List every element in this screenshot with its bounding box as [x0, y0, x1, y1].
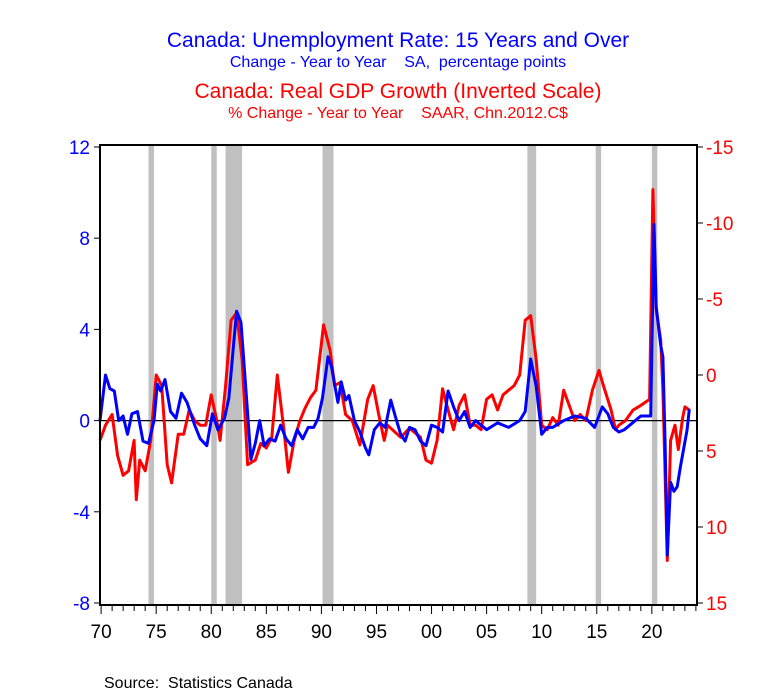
left-axis-label: 12 — [69, 138, 90, 159]
recession-band — [651, 146, 658, 604]
recession-band — [225, 146, 243, 604]
left-axis-label: 8 — [79, 229, 90, 250]
unemployment-change-line — [98, 223, 691, 557]
x-axis-label: 10 — [531, 622, 552, 643]
source-note: Source: Statistics Canada — [104, 675, 293, 692]
subtitle-gdp: % Change - Year to Year SAAR, Chn.2012.C… — [228, 105, 568, 122]
right-axis-label: 5 — [706, 442, 717, 463]
x-axis-label: 75 — [146, 622, 167, 643]
x-axis-label: 90 — [311, 622, 332, 643]
x-axis-label: 85 — [256, 622, 277, 643]
plot-frame — [99, 144, 698, 606]
x-axis-label: 70 — [91, 622, 112, 643]
recession-band — [527, 146, 537, 604]
left-axis-label: -4 — [73, 503, 90, 524]
right-axis-label: -15 — [706, 138, 733, 159]
right-axis-label: -5 — [706, 290, 723, 311]
x-axis-label: 95 — [366, 622, 387, 643]
x-axis-label: 15 — [586, 622, 607, 643]
recession-band — [211, 146, 217, 604]
x-axis-label: 80 — [201, 622, 222, 643]
x-axis-label: 05 — [476, 622, 497, 643]
title-unemployment: Canada: Unemployment Rate: 15 Years and … — [167, 29, 629, 52]
recession-band — [148, 146, 154, 604]
recession-band — [322, 146, 334, 604]
left-axis-label: 0 — [79, 412, 90, 433]
subtitle-unemployment: Change - Year to Year SA, percentage poi… — [230, 54, 566, 71]
title-gdp: Canada: Real GDP Growth (Inverted Scale) — [195, 80, 602, 103]
right-axis-label: 10 — [706, 518, 727, 539]
right-axis-label: 0 — [706, 366, 717, 387]
series-lines — [98, 188, 691, 562]
x-axis-label: 00 — [421, 622, 442, 643]
right-axis-label: 15 — [706, 594, 727, 615]
left-axis-label: -8 — [73, 594, 90, 615]
x-axis-label: 20 — [641, 622, 662, 643]
chart-titles: Canada: Unemployment Rate: 15 Years and … — [167, 29, 629, 122]
left-axis-label: 4 — [79, 320, 90, 341]
right-axis-label: -10 — [706, 214, 733, 235]
recession-bands — [148, 146, 658, 604]
